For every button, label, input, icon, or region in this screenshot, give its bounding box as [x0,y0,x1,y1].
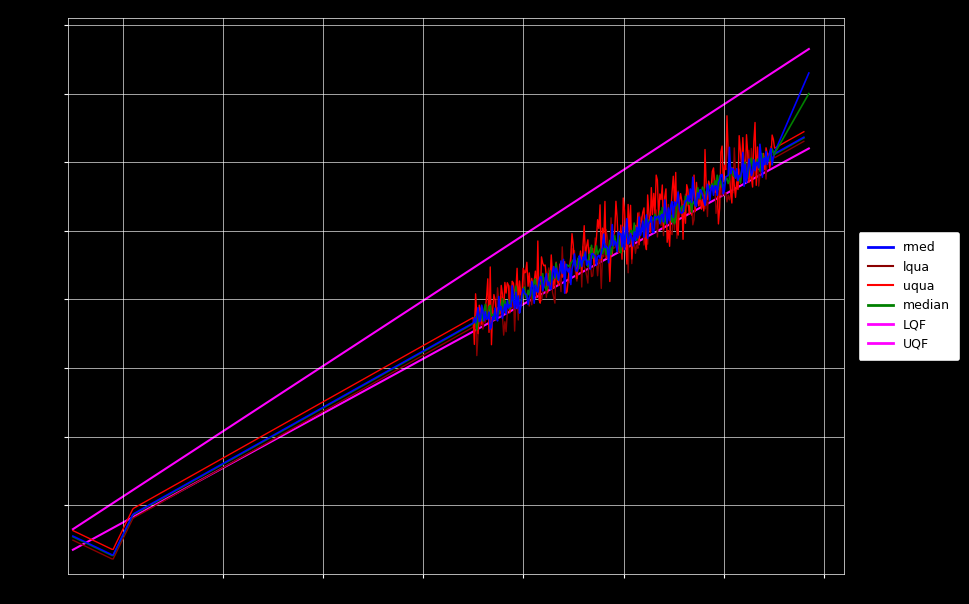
Legend: rmed, lqua, uqua, median, LQF, UQF: rmed, lqua, uqua, median, LQF, UQF [857,231,959,361]
